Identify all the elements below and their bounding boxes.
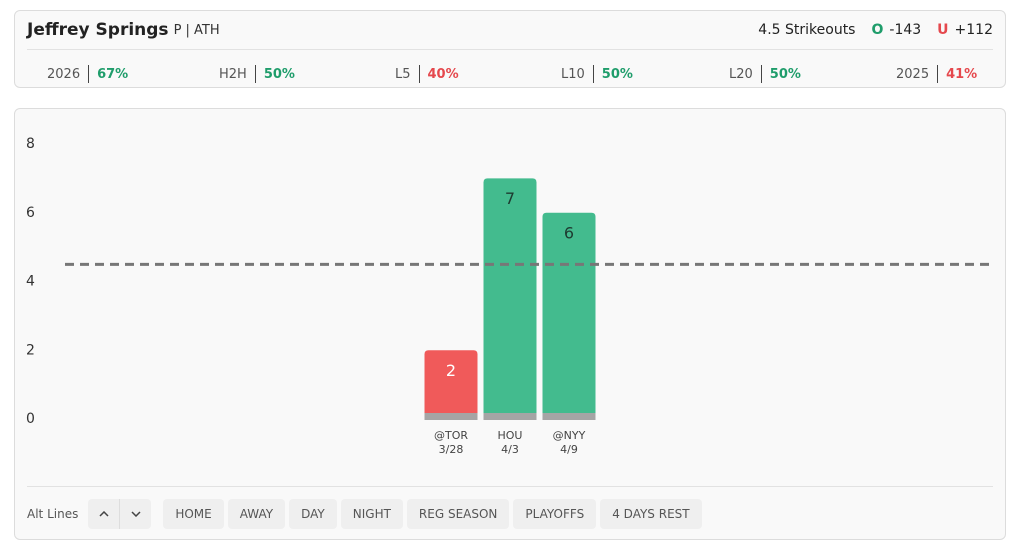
stat-value: 67% xyxy=(97,66,129,82)
player-position: P | ATH xyxy=(173,22,220,38)
alt-line-buttons xyxy=(88,499,152,529)
over-icon: O xyxy=(871,22,884,38)
player-card: Jeffrey Springs P | ATH 4.5 Strikeouts O… xyxy=(14,10,1006,88)
stat-divider xyxy=(418,65,420,83)
filter-button[interactable]: DAY xyxy=(289,499,337,529)
stats-row: 2026 67% H2H 50% L5 40% L10 50% L20 50% 2025 41% xyxy=(15,59,1005,89)
chart-card: Alt Lines HOME AWAY DAY NIGHT REG SEASON PLAY… xyxy=(14,108,1006,540)
toolbar-label: Alt Lines xyxy=(27,507,79,521)
stat-value: 50% xyxy=(601,66,633,82)
under-odds[interactable]: +112 xyxy=(954,22,993,38)
stat-label: L10 xyxy=(561,66,585,82)
stat: 2025 41% xyxy=(896,59,977,89)
stat-label: L5 xyxy=(395,66,411,82)
player-name: Jeffrey Springs xyxy=(27,20,169,40)
filter-button[interactable]: NIGHT xyxy=(340,499,403,529)
stat-divider xyxy=(592,65,594,83)
odds: 4.5 Strikeouts O -143 U +112 xyxy=(758,22,993,38)
over-odds[interactable]: -143 xyxy=(889,22,922,38)
stat-value: 41% xyxy=(946,66,978,82)
stat-label: L20 xyxy=(729,66,753,82)
stat-divider xyxy=(760,65,762,83)
under-icon: U xyxy=(937,22,949,38)
stat-divider xyxy=(254,65,256,83)
stat: 2026 67% xyxy=(47,59,128,89)
stat-value: 50% xyxy=(769,66,801,82)
filter-button[interactable]: 4 DAYS REST xyxy=(600,499,702,529)
stat-divider xyxy=(88,65,90,83)
filter-button[interactable]: PLAYOFFS xyxy=(513,499,597,529)
stat: L10 50% xyxy=(561,59,633,89)
stat-value: 40% xyxy=(427,66,459,82)
stat-divider xyxy=(937,65,939,83)
stat-label: H2H xyxy=(219,66,247,82)
stat: L5 40% xyxy=(395,59,459,89)
decrease-button[interactable] xyxy=(120,499,151,529)
header: Jeffrey Springs P | ATH 4.5 Strikeouts O… xyxy=(27,11,993,50)
stat-label: 2025 xyxy=(896,66,930,82)
toolbar: Alt Lines HOME AWAY DAY NIGHT REG SEASON PLAY… xyxy=(27,486,993,541)
filter-button[interactable]: AWAY xyxy=(227,499,286,529)
stat-value: 50% xyxy=(263,66,295,82)
filter-button[interactable]: HOME xyxy=(163,499,224,529)
stat-label: 2026 xyxy=(47,66,81,82)
prop-line: 4.5 Strikeouts xyxy=(758,22,856,38)
stat: H2H 50% xyxy=(219,59,295,89)
filter-button[interactable]: REG SEASON xyxy=(406,499,510,529)
increase-button[interactable] xyxy=(88,499,121,529)
stat: L20 50% xyxy=(729,59,801,89)
